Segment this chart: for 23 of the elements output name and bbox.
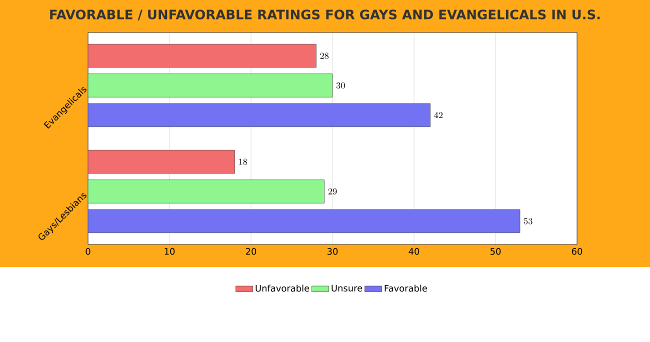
bar: [88, 180, 325, 204]
x-tick-label: 10: [164, 248, 175, 255]
legend-label: Favorable: [384, 284, 428, 292]
data-label: 30: [336, 82, 345, 89]
x-tick-label: 0: [86, 248, 90, 255]
x-tick-label: 50: [490, 248, 501, 255]
data-label: 53: [524, 218, 532, 224]
data-label: 42: [434, 112, 443, 118]
x-tick-label: 30: [328, 248, 338, 255]
chart-title: FAVORABLE / UNFAVORABLE RATINGS FOR GAYS AND EVANGELICALS IN U.S.: [50, 10, 600, 20]
x-tick-label: 60: [572, 248, 582, 255]
bar: [88, 103, 431, 128]
bar: [88, 150, 235, 174]
data-label: 18: [239, 158, 248, 165]
x-tick-label: 40: [408, 248, 420, 255]
bar: [88, 74, 333, 98]
legend-label: Unfavorable: [256, 284, 310, 292]
x-tick-label: 20: [246, 248, 256, 255]
legend-label: Unsure: [332, 284, 362, 292]
data-label: 28: [320, 52, 329, 59]
bar: [88, 209, 520, 234]
bar: [88, 44, 316, 68]
data-label: 29: [328, 188, 337, 195]
